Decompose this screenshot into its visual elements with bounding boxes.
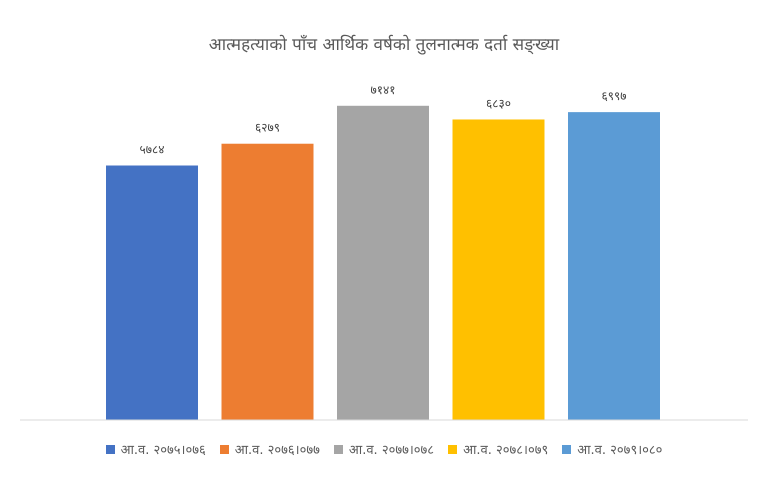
legend-swatch	[562, 444, 572, 454]
legend-label: आ.व. २०७९।०८०	[577, 443, 663, 458]
bar-2	[221, 143, 314, 420]
legend-item-5: आ.व. २०७९।०८०	[562, 440, 662, 458]
legend-label: आ.व. २०७८।०७९	[463, 443, 549, 458]
legend-item-1: आ.व. २०७५।०७६	[105, 440, 206, 458]
legend-item-2: आ.व. २०७६।०७७	[219, 440, 320, 458]
data-label-2: ६२७९	[255, 121, 280, 135]
legend-swatch	[105, 444, 115, 454]
bar-5	[568, 112, 660, 420]
bar-4	[452, 119, 545, 420]
bar-3	[337, 105, 429, 421]
legend: आ.व. २०७५।०७६ आ.व. २०७६।०७७ आ.व. २०७७।०७८ आ…	[0, 440, 768, 458]
legend-label: आ.व. २०७७।०७८	[348, 443, 435, 458]
chart-title: आत्महत्याको पाँच आर्थिक वर्षको तुलनात्मक…	[208, 35, 560, 55]
bar-1	[106, 165, 198, 420]
data-label-1: ५७८४	[140, 143, 165, 157]
legend-item-4: आ.व. २०७८।०७९	[448, 440, 548, 458]
data-label-4: ६८३०	[486, 96, 511, 110]
legend-swatch	[448, 444, 458, 454]
legend-label: आ.व. २०७६।०७७	[234, 443, 320, 458]
legend-swatch	[219, 444, 229, 454]
legend-label: आ.व. २०७५।०७६	[120, 443, 206, 458]
legend-item-3: आ.व. २०७७।०७८	[333, 440, 435, 458]
legend-swatch	[333, 444, 343, 454]
data-label-3: ७१४१	[371, 83, 396, 97]
data-label-5: ६९९७	[602, 89, 627, 103]
